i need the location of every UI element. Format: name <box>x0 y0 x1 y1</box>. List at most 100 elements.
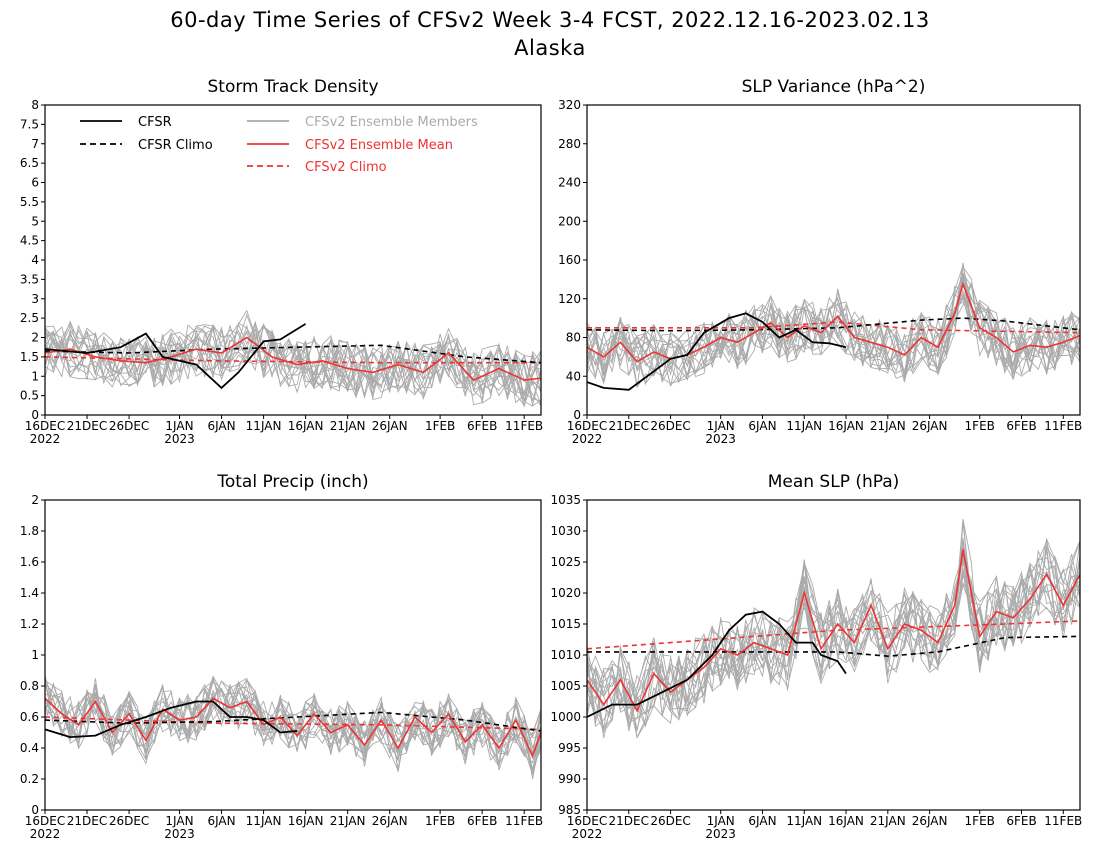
ensemble-members <box>587 262 1080 389</box>
y-tick-label: 1020 <box>550 586 581 600</box>
y-tick-label: 5.5 <box>20 195 39 209</box>
x-tick-label: 16JAN <box>288 419 324 433</box>
x-year-label: 2023 <box>705 432 736 446</box>
series-cfsr <box>587 610 847 718</box>
x-tick-label: 6FEB <box>467 419 497 433</box>
x-year-label: 2023 <box>705 827 736 841</box>
x-tick-label: 6JAN <box>748 814 776 828</box>
series-cfsr <box>587 312 847 391</box>
x-tick-label: 11FEB <box>1044 419 1082 433</box>
plot-frame <box>586 499 1081 811</box>
series-cfsv2-climo <box>587 620 1080 650</box>
x-year-label: 2022 <box>572 432 603 446</box>
plot-frame <box>44 104 542 416</box>
ensemble-member-line <box>45 324 541 407</box>
y-tick-label: 4 <box>31 253 39 267</box>
series-cfsv2-ensemble-mean <box>587 549 1080 713</box>
legend-label: CFSR <box>138 115 172 130</box>
figure-title: 60-day Time Series of CFSv2 Week 3-4 FCS… <box>0 6 1100 62</box>
y-tick-label: 2 <box>31 493 39 507</box>
x-tick-label: 26JAN <box>372 419 408 433</box>
ensemble-member-line <box>45 683 541 763</box>
y-tick-label: 6.5 <box>20 156 39 170</box>
x-tick-label: 6JAN <box>748 419 776 433</box>
x-tick-label: 21JAN <box>330 814 366 828</box>
y-tick-label: 1.6 <box>20 555 39 569</box>
y-tick-label: 0 <box>573 408 581 422</box>
panel-title: Total Precip (inch) <box>216 472 368 492</box>
y-tick-label: 1010 <box>550 648 581 662</box>
y-tick-label: 1000 <box>550 710 581 724</box>
series-cfsv2-ensemble-mean <box>45 336 541 382</box>
y-tick-label: 1.4 <box>20 586 39 600</box>
x-tick-label: 11FEB <box>505 814 543 828</box>
plot-frame <box>44 499 542 811</box>
x-tick-label: 26DEC <box>109 419 149 433</box>
y-tick-label: 2 <box>31 331 39 345</box>
panel-title: Storm Track Density <box>207 77 378 97</box>
x-tick-label: 1JAN <box>165 419 193 433</box>
x-tick-label: 16DEC <box>25 419 65 433</box>
legend-label: CFSv2 Ensemble Mean <box>305 138 453 153</box>
y-tick-label: 8 <box>31 98 39 112</box>
y-tick-label: 0.2 <box>20 772 39 786</box>
x-tick-label: 1FEB <box>965 419 995 433</box>
x-tick-label: 11FEB <box>1044 814 1082 828</box>
x-tick-label: 16DEC <box>567 814 607 828</box>
plot-area <box>45 675 541 780</box>
x-tick-label: 16JAN <box>828 814 864 828</box>
y-tick-label: 1.8 <box>20 524 39 538</box>
series-cfsr <box>45 323 307 390</box>
x-tick-label: 11JAN <box>786 419 822 433</box>
y-tick-label: 7 <box>31 137 39 151</box>
ensemble-member-line <box>45 322 541 407</box>
x-tick-label: 6FEB <box>1006 419 1036 433</box>
y-tick-label: 4.5 <box>20 234 39 248</box>
x-year-label: 2023 <box>164 432 195 446</box>
ensemble-member-line <box>45 684 541 761</box>
ensemble-member-line <box>45 681 541 764</box>
x-tick-label: 26DEC <box>650 419 690 433</box>
ensemble-member-line <box>45 322 541 397</box>
y-tick-label: 240 <box>558 176 581 190</box>
y-tick-label: 985 <box>558 803 581 817</box>
y-tick-label: 280 <box>558 137 581 151</box>
series-cfsv2-climo <box>45 356 541 364</box>
x-tick-label: 11FEB <box>505 419 543 433</box>
ensemble-members <box>587 518 1080 739</box>
x-tick-label: 1FEB <box>425 419 455 433</box>
plot-area <box>45 309 541 408</box>
y-tick-label: 1.2 <box>20 617 39 631</box>
chart-panel-1: Storm Track Density 0 0.5 1 1.5 2 2.5 3 3.5 4 4.5 5… <box>20 77 543 446</box>
plot-area <box>587 262 1080 391</box>
panel-title: Mean SLP (hPa) <box>768 472 900 492</box>
x-tick-label: 6JAN <box>207 814 235 828</box>
y-tick-label: 0.4 <box>20 741 39 755</box>
series-cfsv2-climo <box>45 716 541 731</box>
x-tick-label: 26DEC <box>109 814 149 828</box>
y-tick-label: 1025 <box>550 555 581 569</box>
x-tick-label: 21JAN <box>330 419 366 433</box>
y-tick-label: 0.5 <box>20 389 39 403</box>
x-tick-label: 21JAN <box>870 419 906 433</box>
series-cfsr-climo <box>45 711 541 732</box>
y-tick-label: 1 <box>31 648 39 662</box>
series-cfsr-climo <box>45 344 541 364</box>
ensemble-member-line <box>587 547 1080 730</box>
x-tick-label: 6JAN <box>207 419 235 433</box>
y-tick-label: 0 <box>31 408 39 422</box>
y-tick-label: 990 <box>558 772 581 786</box>
y-tick-label: 0.6 <box>20 710 39 724</box>
x-tick-label: 26JAN <box>912 419 948 433</box>
x-year-label: 2022 <box>30 827 61 841</box>
legend-label: CFSv2 Climo <box>305 160 387 175</box>
chart-panel-3: Total Precip (inch) 0 0.2 0.4 0.6 0.8 1 1.2 1.4 1… <box>20 472 543 841</box>
x-year-label: 2022 <box>30 432 61 446</box>
series-cfsv2-ensemble-mean <box>45 697 541 758</box>
y-tick-label: 995 <box>558 741 581 755</box>
y-tick-label: 7.5 <box>20 117 39 131</box>
x-tick-label: 26JAN <box>372 814 408 828</box>
panel-title: SLP Variance (hPa^2) <box>742 77 926 97</box>
y-tick-label: 1 <box>31 369 39 383</box>
